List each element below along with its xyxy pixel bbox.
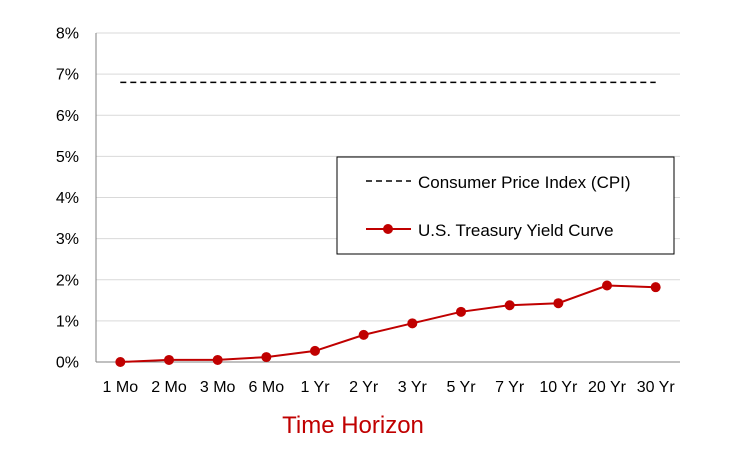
data-point (650, 282, 661, 293)
x-tick-label: 20 Yr (588, 379, 627, 396)
data-point (310, 345, 320, 356)
series-lines (115, 81, 661, 367)
y-tick-label: 1% (56, 313, 79, 330)
data-point (456, 306, 466, 317)
x-tick-label: 6 Mo (249, 379, 285, 396)
y-tick-label: 2% (56, 272, 79, 289)
legend-cpi-label: Consumer Price Index (CPI) (418, 173, 631, 192)
data-point (212, 354, 223, 365)
axes (95, 33, 680, 363)
data-point (553, 298, 564, 309)
x-tick-label: 10 Yr (539, 379, 578, 396)
legend-yield-label: U.S. Treasury Yield Curve (418, 221, 614, 240)
data-point (164, 354, 174, 365)
y-tick-label: 4% (56, 190, 79, 207)
x-tick-label: 2 Mo (151, 379, 187, 396)
legend: Consumer Price Index (CPI) U.S. Treasury… (336, 156, 675, 255)
y-tick-label: 5% (56, 149, 79, 166)
x-tick-label: 2 Yr (349, 379, 379, 396)
x-tick-label: 5 Yr (446, 379, 476, 396)
y-tick-label: 0% (56, 355, 79, 372)
data-point (261, 352, 272, 363)
y-tick-label: 7% (56, 67, 79, 84)
x-tick-label: 3 Yr (398, 379, 428, 396)
x-tick-label: 1 Mo (103, 379, 139, 396)
y-axis-ticks: 0% 1% 2% 3% 4% 5% 6% 7% 8% (56, 26, 79, 372)
data-point (504, 300, 515, 311)
y-tick-label: 3% (56, 231, 79, 248)
data-point (358, 329, 369, 340)
x-tick-label: 30 Yr (637, 379, 676, 396)
data-point (407, 318, 418, 329)
data-point (602, 280, 612, 291)
x-tick-label: 7 Yr (495, 379, 525, 396)
x-tick-label: 3 Mo (200, 379, 236, 396)
legend-yield-marker (383, 224, 393, 234)
y-tick-label: 8% (56, 26, 79, 43)
x-tick-label: 1 Yr (300, 379, 330, 396)
data-point (115, 357, 126, 367)
series-line (120, 284, 656, 363)
x-axis-title: Time Horizon (282, 412, 424, 439)
legend-box (336, 156, 675, 255)
x-axis-ticks: 1 Mo 2 Mo 3 Mo 6 Mo 1 Yr 2 Yr 3 Yr 5 Yr 7 Yr 10 Y… (103, 379, 676, 396)
y-tick-label: 6% (56, 108, 79, 125)
